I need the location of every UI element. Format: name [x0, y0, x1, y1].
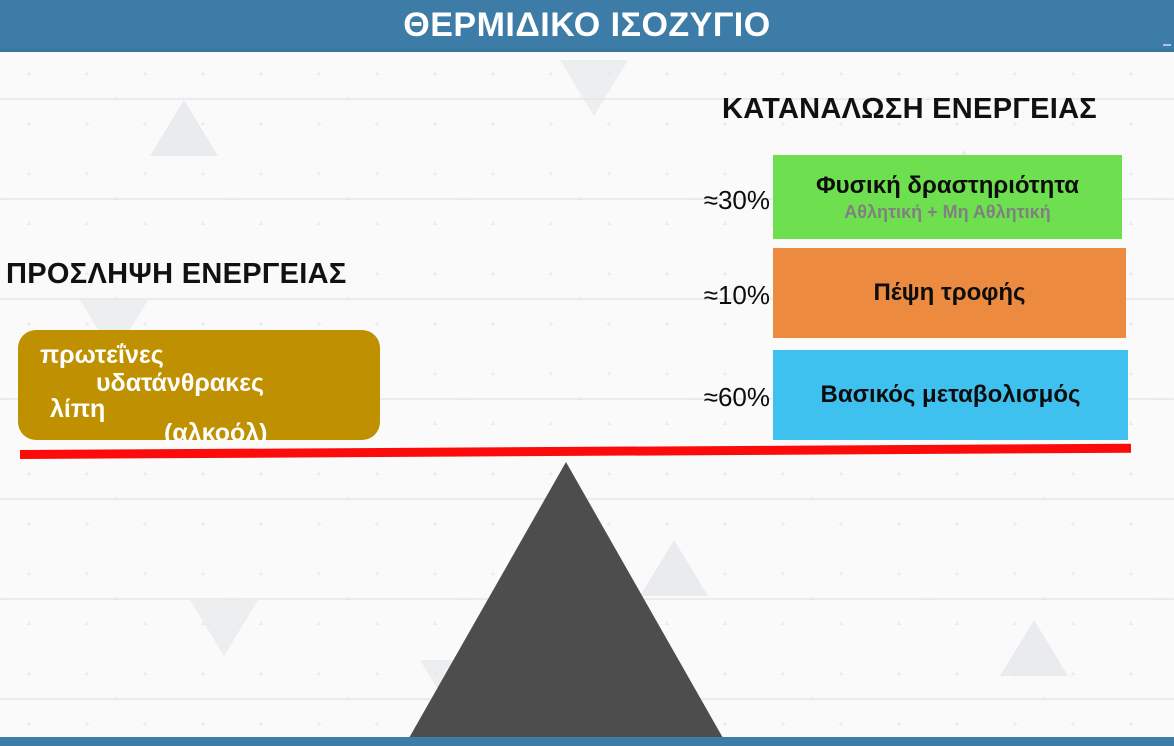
balance-fulcrum	[409, 462, 723, 738]
title-bar: ΘΕΡΜΙΔΙΚΟ ΙΣΟΖΥΓΙΟ	[0, 0, 1174, 52]
background-triangle-icon	[150, 100, 218, 156]
intake-box: πρωτεΐνες υδατάνθρακες λίπη (αλκοόλ)	[18, 330, 380, 446]
expenditure-label-digestion: Πέψη τροφής	[873, 279, 1026, 306]
background-triangle-icon	[190, 600, 258, 656]
page-title: ΘΕΡΜΙΔΙΚΟ ΙΣΟΖΥΓΙΟ	[403, 6, 771, 44]
expenditure-label-bmr: Βασικός μεταβολισμός	[820, 381, 1081, 408]
intake-item-fats: λίπη	[50, 395, 106, 423]
expenditure-label-activity: Φυσική δραστηριότητα	[815, 171, 1080, 199]
expenditure-percent-bmr: ≈60%	[703, 382, 770, 412]
intake-item-carbohydrates: υδατάνθρακες	[96, 369, 264, 397]
expenditure-percent-activity: ≈30%	[703, 185, 770, 215]
expenditure-heading: ΚΑΤΑΝΑΛΩΣΗ ΕΝΕΡΓΕΙΑΣ	[722, 93, 1098, 125]
expenditure-box-bmr: Βασικός μεταβολισμός	[773, 350, 1128, 440]
expenditure-sublabel-activity: Αθλητική + Μη Αθλητική	[844, 201, 1051, 222]
background-triangle-icon	[640, 540, 708, 596]
expenditure-percent-digestion: ≈10%	[703, 280, 770, 310]
intake-heading: ΠΡΟΣΛΗΨΗ ΕΝΕΡΓΕΙΑΣ	[6, 258, 347, 290]
title-bar-tick-marker	[1163, 44, 1171, 46]
expenditure-box-digestion: Πέψη τροφής	[773, 248, 1126, 338]
background-triangle-icon	[1000, 620, 1068, 676]
fulcrum-triangle-icon	[409, 462, 723, 738]
expenditure-box-activity: Φυσική δραστηριότητα Αθλητική + Μη Αθλητ…	[773, 155, 1122, 239]
intake-item-alcohol: (αλκοόλ)	[164, 419, 268, 447]
footer-bar	[0, 737, 1174, 746]
background-triangle-icon	[560, 60, 628, 116]
intake-item-proteins: πρωτεΐνες	[40, 341, 164, 369]
